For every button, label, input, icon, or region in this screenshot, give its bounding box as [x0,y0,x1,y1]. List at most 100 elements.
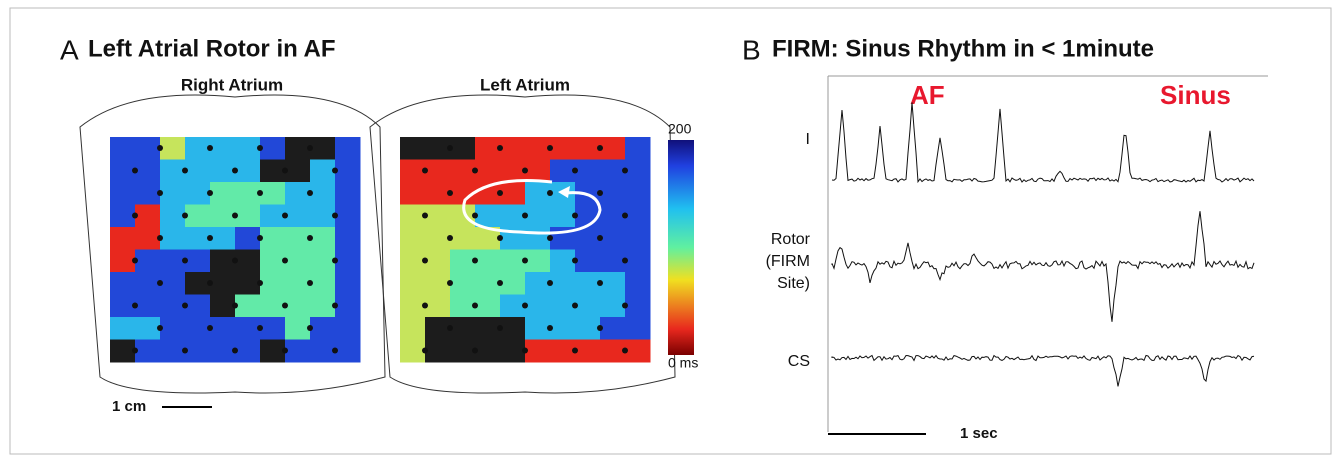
map-cell [260,204,286,228]
electrode [282,212,288,219]
map-cell [400,182,426,205]
map-cell [135,227,161,250]
map-cell [500,159,526,183]
electrode [132,212,138,219]
map-cell [400,317,426,340]
map-cell [500,137,526,160]
map-cell [425,339,451,363]
electrode [622,257,628,264]
map-cell [335,227,361,250]
electrode [522,212,528,219]
map-cell [160,204,186,228]
electrode [307,325,313,331]
electrode [207,325,213,331]
map-cell [525,317,551,340]
map-cell [450,294,476,318]
map-cell [500,339,526,363]
map-cell [260,182,286,205]
map-cell [525,294,551,318]
map-cell [160,272,186,295]
map-cell [575,294,601,318]
map-cell [210,182,236,205]
electrode [622,212,628,219]
panel-letter: A [60,34,79,65]
map-cell [500,204,526,228]
map-cell [160,227,186,250]
electrode [422,167,428,174]
map-cell [600,182,626,205]
map-cell [500,182,526,205]
map-cell [425,159,451,183]
map-cell [450,272,476,295]
map-cell [110,137,136,160]
map-cell [335,339,361,363]
map-cell [500,272,526,295]
map-cell [285,339,311,363]
electrode [132,347,138,354]
map-cell [185,182,211,205]
map-cell [450,339,476,363]
electrode [497,190,503,196]
map-cell [575,159,601,183]
map-cell [210,317,236,340]
electrode [182,167,188,174]
electrode [182,302,188,309]
map-cell [210,272,236,295]
trace-label: CS [788,353,810,370]
map-cell [210,249,236,273]
electrode [207,235,213,241]
map-cell [335,159,361,183]
map-cell [260,294,286,318]
map-cell [135,317,161,340]
map-cell [235,339,261,363]
electrode [157,325,163,331]
map-cell [500,249,526,273]
map-cell [600,294,626,318]
map-cell [475,227,501,250]
map-cell [425,317,451,340]
map-cell [160,182,186,205]
annotation: Sinus [1160,80,1231,110]
traces: I Rotor (FIRM Site) CS [766,102,1255,387]
map-cell [235,137,261,160]
map-cell [285,249,311,273]
map-cell [600,317,626,340]
map-cell [600,227,626,250]
map-cell [400,339,426,363]
electrode [232,257,238,264]
map-cell [550,159,576,183]
map-label: Left Atrium [480,75,570,94]
map-cell [425,272,451,295]
map-cell [160,159,186,183]
map-cell [550,204,576,228]
electrode [472,302,478,309]
map-cell [185,227,211,250]
map-cell [185,137,211,160]
electrode [257,190,263,196]
electrode [422,257,428,264]
panel-letter: B [742,34,761,65]
electrode [497,280,503,286]
map-cell [285,294,311,318]
electrode [472,212,478,219]
electrode [472,257,478,264]
map-cell [475,317,501,340]
maps [79,94,676,394]
electrode [447,325,453,331]
map-cell [625,159,651,183]
map-cell [185,294,211,318]
trace-label: Rotor [771,231,811,248]
electrode [182,212,188,219]
map-cell [235,249,261,273]
map-cell [110,317,136,340]
electrode [622,302,628,309]
map-cell [550,137,576,160]
colorbar-max: 200 [668,121,692,137]
trace [831,211,1255,322]
map-cell [400,249,426,273]
map-cell [335,249,361,273]
map-cell [110,204,136,228]
map-cell [425,137,451,160]
electrode [207,280,213,286]
map-cell [210,204,236,228]
